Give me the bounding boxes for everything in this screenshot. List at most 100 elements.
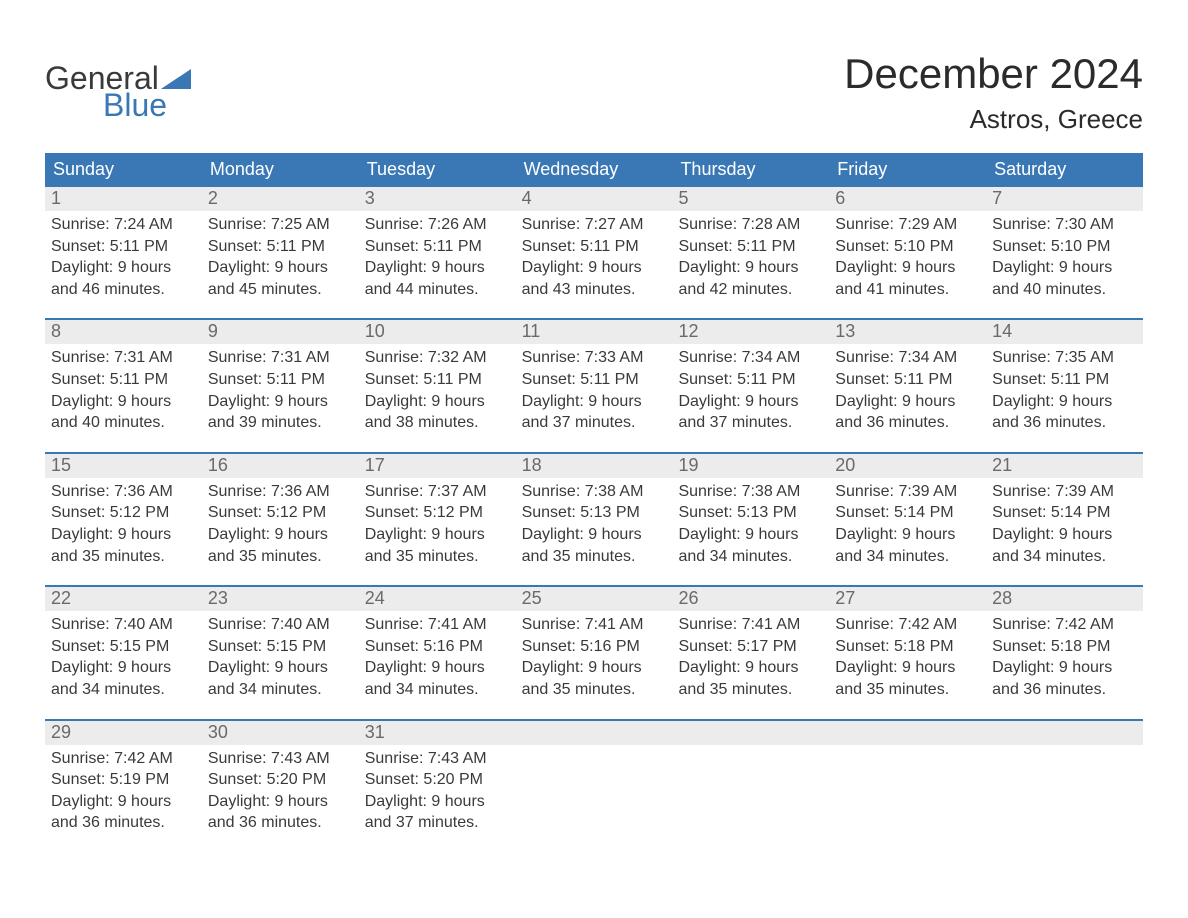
- calendar-day: 16 Sunrise: 7:36 AMSunset: 5:12 PMDayligh…: [202, 454, 359, 571]
- day-number-row: 14: [986, 320, 1143, 344]
- sunset-text: Sunset: 5:11 PM: [51, 236, 196, 258]
- day-number: 11: [522, 321, 541, 341]
- calendar-day: 28Sunrise: 7:42 AMSunset: 5:18 PMDayligh…: [986, 587, 1143, 704]
- day-number: 5: [678, 188, 688, 208]
- daylight-line1: Daylight: 9 hours: [51, 524, 196, 546]
- daylight-line1: Daylight: 9 hours: [835, 524, 980, 546]
- day-number-row: 10: [359, 320, 516, 344]
- calendar-day: 18 Sunrise: 7:38 AMSunset: 5:13 PMDayligh…: [516, 454, 673, 571]
- title-block: December 2024 Astros, Greece: [844, 50, 1143, 135]
- calendar-day: 24 Sunrise: 7:41 AMSunset: 5:16 PMDayligh…: [359, 587, 516, 704]
- day-info: Sunrise: 7:31 AMSunset: 5:11 PMDaylight:…: [208, 347, 353, 433]
- daylight-line1: Daylight: 9 hours: [992, 391, 1137, 413]
- day-number-row: 6: [829, 187, 986, 211]
- calendar-week: 8 Sunrise: 7:31 AMSunset: 5:11 PMDaylight…: [45, 318, 1143, 437]
- sunset-text: Sunset: 5:14 PM: [992, 502, 1137, 524]
- day-number-row: 2: [202, 187, 359, 211]
- day-number: 28: [992, 588, 1012, 608]
- sunrise-text: Sunrise: 7:37 AM: [365, 481, 510, 503]
- day-number-row: 30: [202, 721, 359, 745]
- daylight-line1: Daylight: 9 hours: [678, 257, 823, 279]
- sunrise-text: Sunrise: 7:34 AM: [835, 347, 980, 369]
- daylight-line2: and 39 minutes.: [208, 412, 353, 434]
- day-info: Sunrise: 7:35 AMSunset: 5:11 PMDaylight:…: [992, 347, 1137, 433]
- calendar-day: 5 Sunrise: 7:28 AMSunset: 5:11 PMDaylight…: [672, 187, 829, 304]
- day-number: 23: [208, 588, 228, 608]
- weekday-label: Monday: [202, 153, 359, 187]
- day-info: Sunrise: 7:39 AMSunset: 5:14 PMDaylight:…: [992, 481, 1137, 567]
- sunset-text: Sunset: 5:11 PM: [835, 369, 980, 391]
- sunset-text: Sunset: 5:16 PM: [365, 636, 510, 658]
- day-number: 22: [51, 588, 71, 608]
- day-number-row: 8: [45, 320, 202, 344]
- daylight-line1: Daylight: 9 hours: [51, 391, 196, 413]
- sunset-text: Sunset: 5:15 PM: [208, 636, 353, 658]
- logo-word2: Blue: [103, 87, 191, 124]
- daylight-line2: and 46 minutes.: [51, 279, 196, 301]
- daylight-line2: and 45 minutes.: [208, 279, 353, 301]
- daylight-line2: and 36 minutes.: [992, 412, 1137, 434]
- day-number-row: 3: [359, 187, 516, 211]
- day-number-row: 24: [359, 587, 516, 611]
- day-info: Sunrise: 7:27 AMSunset: 5:11 PMDaylight:…: [522, 214, 667, 300]
- sunset-text: Sunset: 5:11 PM: [992, 369, 1137, 391]
- day-number: 18: [522, 455, 542, 475]
- daylight-line2: and 36 minutes.: [51, 812, 196, 834]
- daylight-line2: and 35 minutes.: [522, 546, 667, 568]
- day-number: 27: [835, 588, 855, 608]
- day-number: 24: [365, 588, 385, 608]
- sunrise-text: Sunrise: 7:35 AM: [992, 347, 1137, 369]
- sunrise-text: Sunrise: 7:40 AM: [208, 614, 353, 636]
- daylight-line1: Daylight: 9 hours: [522, 524, 667, 546]
- day-info: Sunrise: 7:43 AMSunset: 5:20 PMDaylight:…: [208, 748, 353, 834]
- sunrise-text: Sunrise: 7:42 AM: [992, 614, 1137, 636]
- daylight-line2: and 36 minutes.: [835, 412, 980, 434]
- day-info: Sunrise: 7:41 AMSunset: 5:17 PMDaylight:…: [678, 614, 823, 700]
- daylight-line1: Daylight: 9 hours: [835, 257, 980, 279]
- day-info: Sunrise: 7:38 AMSunset: 5:13 PMDaylight:…: [522, 481, 667, 567]
- day-info: Sunrise: 7:36 AMSunset: 5:12 PMDaylight:…: [208, 481, 353, 567]
- sunset-text: Sunset: 5:17 PM: [678, 636, 823, 658]
- sunset-text: Sunset: 5:12 PM: [208, 502, 353, 524]
- sunrise-text: Sunrise: 7:28 AM: [678, 214, 823, 236]
- weekday-label: Tuesday: [359, 153, 516, 187]
- day-number-row: 7: [986, 187, 1143, 211]
- day-info: Sunrise: 7:40 AMSunset: 5:15 PMDaylight:…: [208, 614, 353, 700]
- sunset-text: Sunset: 5:11 PM: [51, 369, 196, 391]
- day-number-row: 5: [672, 187, 829, 211]
- day-info: Sunrise: 7:38 AMSunset: 5:13 PMDaylight:…: [678, 481, 823, 567]
- page-header: General Blue December 2024 Astros, Greec…: [45, 50, 1143, 135]
- day-number: 21: [992, 455, 1012, 475]
- daylight-line2: and 38 minutes.: [365, 412, 510, 434]
- calendar-day: 2Sunrise: 7:25 AMSunset: 5:11 PMDaylight…: [202, 187, 359, 304]
- daylight-line2: and 37 minutes.: [678, 412, 823, 434]
- location: Astros, Greece: [844, 104, 1143, 135]
- daylight-line1: Daylight: 9 hours: [365, 791, 510, 813]
- sunset-text: Sunset: 5:11 PM: [522, 369, 667, 391]
- day-number: 8: [51, 321, 61, 341]
- day-number-row: 28: [986, 587, 1143, 611]
- calendar-day: 4Sunrise: 7:27 AMSunset: 5:11 PMDaylight…: [516, 187, 673, 304]
- sunset-text: Sunset: 5:11 PM: [208, 369, 353, 391]
- day-number-row: 9: [202, 320, 359, 344]
- day-info: Sunrise: 7:28 AMSunset: 5:11 PMDaylight:…: [678, 214, 823, 300]
- weekday-label: Sunday: [45, 153, 202, 187]
- daylight-line1: Daylight: 9 hours: [992, 257, 1137, 279]
- day-number-row: 16: [202, 454, 359, 478]
- day-number: 19: [678, 455, 698, 475]
- daylight-line2: and 40 minutes.: [51, 412, 196, 434]
- day-number-row: .: [672, 721, 829, 745]
- day-number-row: 31: [359, 721, 516, 745]
- calendar-day: 11Sunrise: 7:33 AMSunset: 5:11 PMDayligh…: [516, 320, 673, 437]
- daylight-line2: and 35 minutes.: [522, 679, 667, 701]
- calendar-day: 21 Sunrise: 7:39 AMSunset: 5:14 PMDayligh…: [986, 454, 1143, 571]
- weekday-label: Thursday: [672, 153, 829, 187]
- daylight-line1: Daylight: 9 hours: [992, 657, 1137, 679]
- day-number-row: 11: [516, 320, 673, 344]
- calendar-day: 19 Sunrise: 7:38 AMSunset: 5:13 PMDayligh…: [672, 454, 829, 571]
- sunrise-text: Sunrise: 7:24 AM: [51, 214, 196, 236]
- sunset-text: Sunset: 5:12 PM: [365, 502, 510, 524]
- day-info: Sunrise: 7:41 AMSunset: 5:16 PMDaylight:…: [365, 614, 510, 700]
- daylight-line2: and 42 minutes.: [678, 279, 823, 301]
- day-number: 20: [835, 455, 855, 475]
